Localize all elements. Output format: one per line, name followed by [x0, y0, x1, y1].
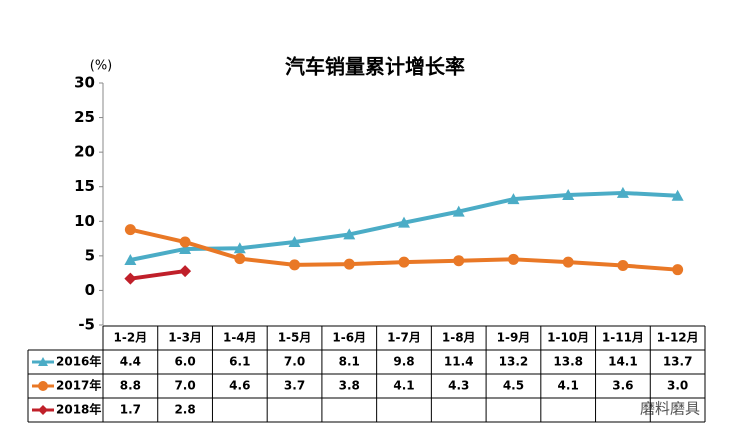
- data-label: 8.8: [120, 379, 141, 393]
- marker: [507, 193, 520, 205]
- data-label: 11.4: [444, 355, 474, 369]
- x-tick-label: 1-5月: [278, 331, 312, 345]
- marker: [398, 256, 410, 268]
- data-label: 4.1: [393, 379, 414, 393]
- data-label: 14.1: [608, 355, 638, 369]
- marker: [671, 189, 684, 201]
- x-tick-label: 1-2月: [114, 331, 148, 345]
- data-label: 13.7: [663, 355, 693, 369]
- y-axis-label: (%): [90, 59, 113, 74]
- marker: [562, 256, 574, 268]
- x-tick-label: 1-12月: [657, 331, 699, 345]
- marker: [617, 260, 629, 272]
- data-label: 1.7: [120, 403, 141, 417]
- data-label: 7.0: [284, 355, 305, 369]
- data-label: 13.2: [499, 355, 529, 369]
- y-tick-label: 5: [85, 246, 95, 264]
- y-tick-label: -5: [78, 316, 95, 334]
- marker: [288, 236, 301, 248]
- y-tick-label: 20: [74, 143, 95, 161]
- data-label: 6.1: [229, 355, 250, 369]
- y-tick-label: 30: [74, 74, 95, 92]
- x-tick-label: 1-9月: [497, 331, 531, 345]
- legend-label: 2017年: [56, 378, 101, 393]
- x-tick-label: 1-11月: [602, 331, 644, 345]
- data-label: 4.6: [229, 379, 250, 393]
- data-label: 4.5: [503, 379, 524, 393]
- x-tick-label: 1-3月: [168, 331, 202, 345]
- watermark: 磨料磨具: [640, 400, 700, 418]
- data-label: 9.8: [393, 355, 414, 369]
- data-label: 2.8: [174, 403, 195, 417]
- marker: [453, 255, 465, 267]
- marker: [289, 259, 301, 271]
- data-label: 8.1: [339, 355, 360, 369]
- data-label: 3.6: [612, 379, 633, 393]
- data-label: 3.7: [284, 379, 305, 393]
- data-label: 4.4: [120, 355, 141, 369]
- marker: [179, 265, 192, 278]
- x-tick-label: 1-6月: [332, 331, 366, 345]
- marker: [672, 264, 684, 276]
- legend-marker: [38, 381, 48, 391]
- x-tick-label: 1-10月: [547, 331, 589, 345]
- legend-marker: [38, 405, 48, 415]
- data-label: 13.8: [553, 355, 583, 369]
- marker: [124, 224, 136, 236]
- y-tick-label: 15: [74, 177, 95, 195]
- marker: [124, 254, 137, 266]
- marker: [179, 242, 192, 254]
- data-label: 3.8: [339, 379, 360, 393]
- y-tick-label: 10: [74, 212, 95, 230]
- marker: [124, 272, 137, 285]
- x-tick-label: 1-8月: [442, 331, 476, 345]
- x-tick-label: 1-7月: [387, 331, 421, 345]
- data-label: 4.3: [448, 379, 469, 393]
- legend-label: 2016年: [56, 354, 101, 369]
- marker: [233, 242, 246, 254]
- marker: [398, 216, 410, 228]
- marker: [234, 253, 246, 265]
- marker: [562, 189, 575, 201]
- series-line: [130, 269, 186, 281]
- data-label: 7.0: [174, 379, 195, 393]
- marker: [452, 205, 465, 217]
- marker: [343, 258, 355, 270]
- marker: [616, 186, 629, 198]
- legend-marker: [38, 357, 48, 366]
- marker: [179, 236, 191, 248]
- chart-title: 汽车销量累计增长率: [285, 55, 465, 79]
- data-label: 4.1: [558, 379, 579, 393]
- x-tick-label: 1-4月: [223, 331, 257, 345]
- legend-label: 2018年: [56, 402, 101, 417]
- y-tick-label: 25: [74, 108, 95, 126]
- y-tick-label: 0: [85, 281, 95, 299]
- marker: [343, 228, 356, 240]
- data-label: 3.0: [667, 379, 688, 393]
- marker: [507, 253, 519, 265]
- data-label: 6.0: [174, 355, 195, 369]
